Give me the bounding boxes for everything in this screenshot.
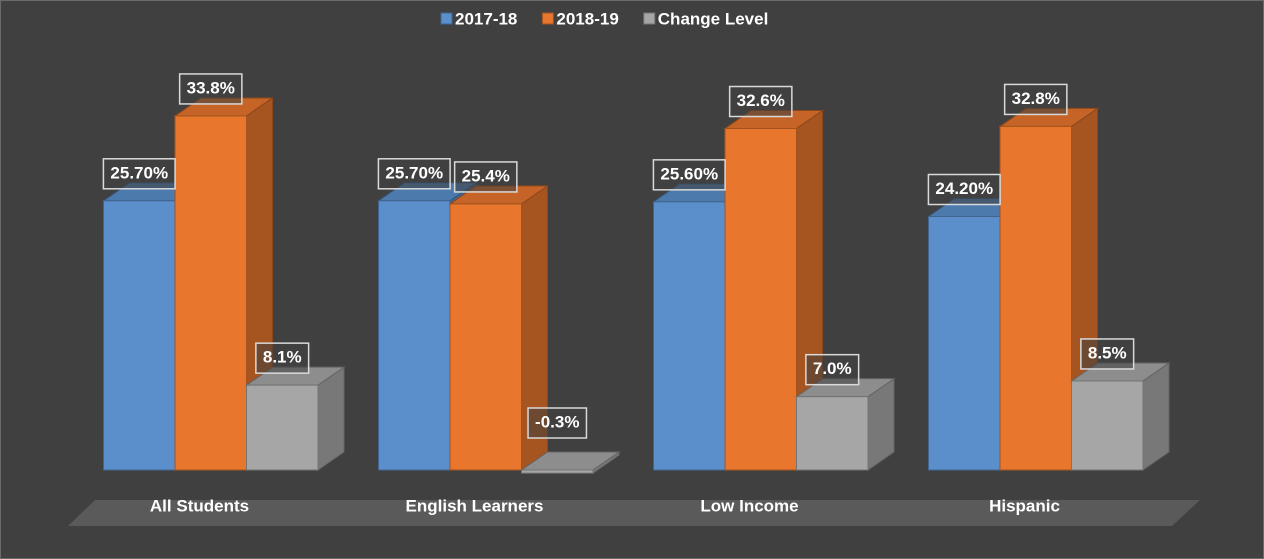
bar xyxy=(724,128,797,471)
data-label: 25.70% xyxy=(377,158,451,190)
data-label-box xyxy=(1003,83,1068,116)
data-label-box xyxy=(453,161,518,193)
legend-label: 2017-18 xyxy=(455,9,517,28)
bar xyxy=(103,200,176,471)
bar-side xyxy=(1142,362,1170,471)
bar xyxy=(521,469,594,474)
data-label-text: 8.5% xyxy=(1088,343,1127,362)
floor xyxy=(68,500,1200,526)
data-label-text: 25.4% xyxy=(462,166,510,185)
data-label-text: 32.6% xyxy=(737,91,785,110)
x-tick-label: Low Income xyxy=(700,496,798,515)
data-label-box xyxy=(178,73,243,105)
data-label-box xyxy=(805,353,860,386)
data-label: 25.70% xyxy=(102,158,176,190)
legend-label: 2018-19 xyxy=(556,9,618,28)
data-label-box xyxy=(652,159,726,191)
bar xyxy=(928,216,1001,471)
data-label-text: 32.8% xyxy=(1012,89,1060,108)
data-label-text: 33.8% xyxy=(187,78,235,97)
bar xyxy=(999,125,1072,471)
data-label-text: 25.70% xyxy=(110,163,168,182)
legend-swatch xyxy=(440,12,453,25)
x-tick-label: All Students xyxy=(150,496,249,515)
data-label-box xyxy=(102,158,176,190)
bar xyxy=(796,396,869,471)
data-label-box xyxy=(255,342,310,374)
data-label: 32.6% xyxy=(728,85,793,118)
x-tick-label: English Learners xyxy=(406,496,544,515)
data-label-text: 7.0% xyxy=(813,359,852,378)
data-label-text: 8.1% xyxy=(263,348,302,367)
bar xyxy=(174,115,247,471)
data-label-box xyxy=(728,85,793,118)
bar xyxy=(246,384,319,471)
data-label: 7.0% xyxy=(805,353,860,386)
data-label: 25.60% xyxy=(652,159,726,191)
data-label-box xyxy=(377,158,451,190)
bar xyxy=(378,200,451,471)
x-tick-label: Hispanic xyxy=(989,496,1060,515)
data-label-text: 24.20% xyxy=(935,179,993,198)
data-label: 32.8% xyxy=(1003,83,1068,116)
data-label: 33.8% xyxy=(178,73,243,105)
data-label-text: 25.70% xyxy=(385,163,443,182)
legend-swatch xyxy=(541,12,554,25)
data-label-box xyxy=(1080,338,1135,370)
data-label: 25.4% xyxy=(453,161,518,193)
data-label-box xyxy=(527,407,588,439)
data-label-box xyxy=(927,173,1001,206)
data-label-text: -0.3% xyxy=(535,412,579,431)
bar xyxy=(449,203,522,471)
bar xyxy=(653,201,726,471)
data-label: 8.5% xyxy=(1080,338,1135,370)
legend-label: Change Level xyxy=(658,9,769,28)
data-label-text: 25.60% xyxy=(660,164,718,183)
bar xyxy=(1071,380,1144,471)
data-label: 24.20% xyxy=(927,173,1001,206)
data-label: -0.3% xyxy=(527,407,588,439)
legend-swatch xyxy=(643,12,656,25)
data-label: 8.1% xyxy=(255,342,310,374)
